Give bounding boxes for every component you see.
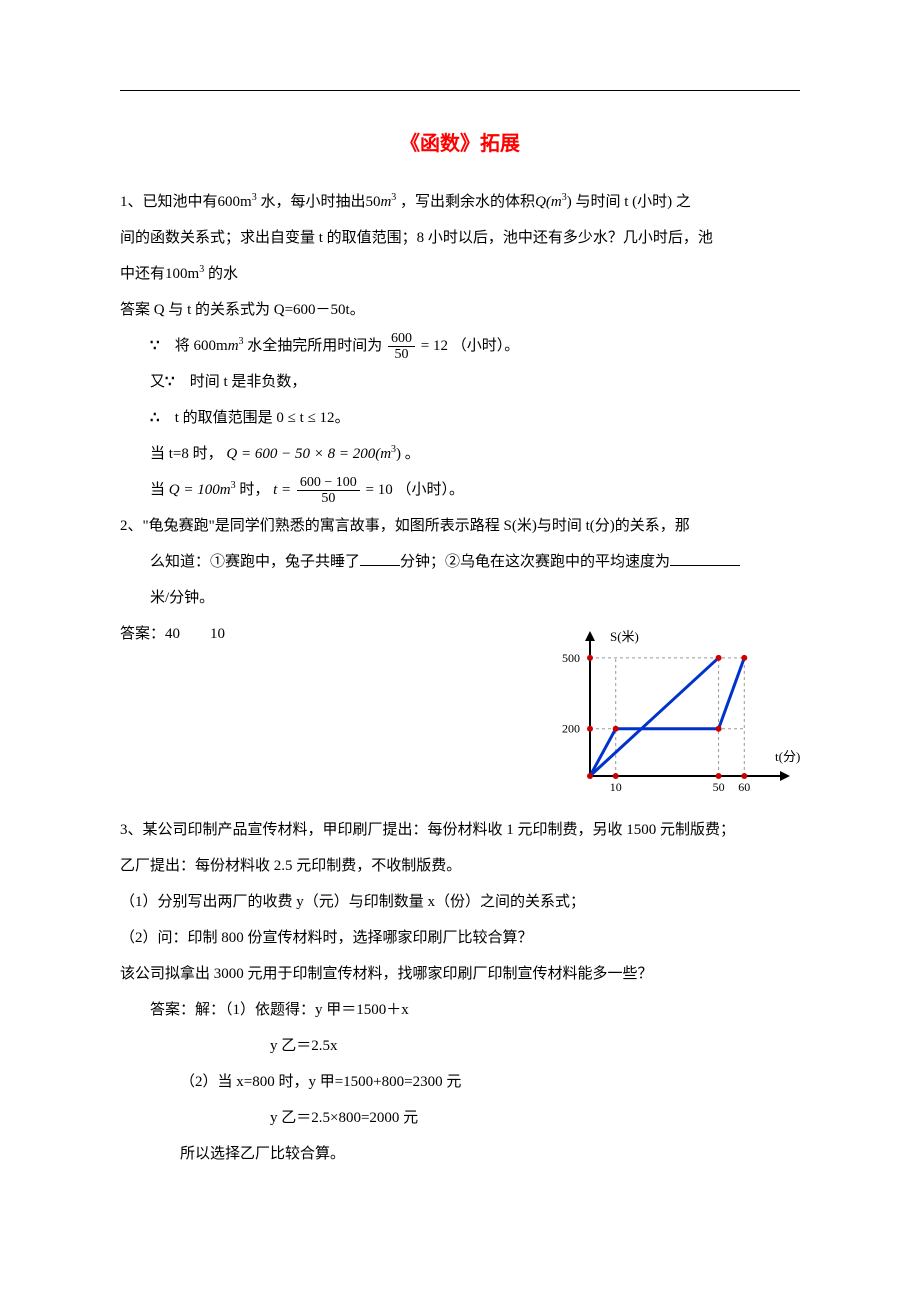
page: 《函数》拓展 1、已知池中有600m3 水，每小时抽出50m3 ，写出剩余水的体… <box>0 0 920 1232</box>
svg-text:10: 10 <box>610 780 622 794</box>
text: t = <box>273 482 291 498</box>
text: t 的取值范围是 <box>175 410 273 426</box>
blank <box>360 551 400 566</box>
sup: 3 <box>239 336 244 347</box>
p3-a4: y 乙＝2.5×800=2000 元 <box>120 1100 800 1136</box>
text: 50 <box>365 194 380 210</box>
p3-a5: 所以选择乙厂比较合算。 <box>120 1136 800 1172</box>
p3-a1: 答案：解：（1）依题得：y 甲＝1500＋x <box>120 992 800 1028</box>
p1-step1: ∵ 将 600mm3 水全抽完所用时间为 60050 = 12 （小时）。 <box>120 328 800 364</box>
p2-answer-col: 答案：40 10 <box>120 616 530 652</box>
text: ) 。 <box>396 446 420 462</box>
text: 水，每小时抽出 <box>260 194 365 210</box>
p3-line2: 乙厂提出：每份材料收 2.5 元印制费，不收制版费。 <box>120 848 800 884</box>
text: Q = 600 − 50 × 8 = 200(m <box>226 446 391 462</box>
p2-answer: 答案：40 10 <box>120 616 530 652</box>
p1-step4: 当 t=8 时， Q = 600 − 50 × 8 = 200(m3) 。 <box>120 436 800 472</box>
text: = 10 <box>366 482 393 498</box>
text: 又 <box>150 374 165 390</box>
p1-line3: 中还有100m3 的水 <box>120 256 800 292</box>
top-rule <box>120 90 800 91</box>
p3-q3: 该公司拟拿出 3000 元用于印制宣传材料，找哪家印刷厂印制宣传材料能多一些？ <box>120 956 800 992</box>
race-chart: S(米) t(分) 500 200 10 50 60 <box>550 626 800 806</box>
p3-a3: （2）当 x=800 时，y 甲=1500+800=2300 元 <box>120 1064 800 1100</box>
text: 600m <box>218 194 252 210</box>
text: 将 <box>175 338 190 354</box>
blank <box>670 551 740 566</box>
p1-line1: 1、已知池中有600m3 水，每小时抽出50m3 ，写出剩余水的体积Q(m3) … <box>120 184 800 220</box>
svg-text:60: 60 <box>738 780 750 794</box>
denominator: 50 <box>297 491 360 506</box>
text: 当 t=8 时， <box>150 446 223 462</box>
fraction: 60050 <box>388 331 415 363</box>
numerator: 600 <box>388 331 415 347</box>
text: 么知道：①赛跑中，兔子共睡了 <box>150 554 360 570</box>
text: 水全抽完所用时间为 <box>247 338 382 354</box>
p3-q2: （2）问：印制 800 份宣传材料时，选择哪家印刷厂比较合算？ <box>120 920 800 956</box>
because-icon: ∵ <box>165 364 186 400</box>
svg-text:200: 200 <box>562 722 580 736</box>
sup: 3 <box>231 480 236 491</box>
svg-text:S(米): S(米) <box>610 629 639 644</box>
p2-line1: 2、"龟兔赛跑"是同学们熟悉的寓言故事，如图所表示路程 S(米)与时间 t(分)… <box>120 508 800 544</box>
p1-line2: 间的函数关系式；求出自变量 t 的取值范围；8 小时以后，池中还有多少水？几小时… <box>120 220 800 256</box>
text: ) 与时间 t (小时) 之 <box>567 194 691 210</box>
p3-q1: （1）分别写出两厂的收费 y（元）与印制数量 x（份）之间的关系式； <box>120 884 800 920</box>
text: 100m <box>165 266 199 282</box>
because-icon: ∵ <box>150 328 171 364</box>
text: = 12 <box>421 338 448 354</box>
p1-step2: 又∵ 时间 t 是非负数， <box>120 364 800 400</box>
p2-answer-row: 答案：40 10 S(米) t(分) 500 200 10 50 60 <box>120 616 800 806</box>
fraction: 600 − 10050 <box>297 475 360 507</box>
race-chart-svg: S(米) t(分) 500 200 10 50 60 <box>550 626 800 806</box>
sup: 3 <box>391 192 396 203</box>
therefore-icon: ∴ <box>150 400 171 436</box>
svg-text:500: 500 <box>562 651 580 665</box>
text: m <box>228 338 239 354</box>
text: 时间 t 是非负数， <box>190 374 307 390</box>
text: 时， <box>239 482 269 498</box>
p1-step3: ∴ t 的取值范围是 0 ≤ t ≤ 12。 <box>120 400 800 436</box>
svg-text:t(分): t(分) <box>775 749 800 764</box>
text: 当 <box>150 482 165 498</box>
text: （小时）。 <box>452 338 520 354</box>
denominator: 50 <box>388 347 415 362</box>
numerator: 600 − 100 <box>297 475 360 491</box>
text: Q(m <box>535 194 562 210</box>
p2-line3: 米/分钟。 <box>120 580 800 616</box>
text: 1、已知池中有 <box>120 194 218 210</box>
svg-text:50: 50 <box>713 780 725 794</box>
text: 的水 <box>204 266 238 282</box>
sup: 3 <box>252 192 257 203</box>
p3-line1: 3、某公司印制产品宣传材料，甲印刷厂提出：每份材料收 1 元印制费，另收 150… <box>120 812 800 848</box>
p3-a2: y 乙＝2.5x <box>120 1028 800 1064</box>
p1-step5: 当 Q = 100m3 时， t = 600 − 10050 = 10 （小时）… <box>120 472 800 508</box>
text: 0 ≤ t ≤ 12 <box>276 410 334 426</box>
text: （小时）。 <box>397 482 465 498</box>
doc-title: 《函数》拓展 <box>120 127 800 156</box>
text: Q = 100m <box>169 482 231 498</box>
p1-answer: 答案 Q 与 t 的关系式为 Q=600－50t。 <box>120 292 800 328</box>
text: 。 <box>335 410 350 426</box>
text: 分钟；②乌龟在这次赛跑中的平均速度为 <box>400 554 670 570</box>
text: m <box>380 194 391 210</box>
p2-line2: 么知道：①赛跑中，兔子共睡了 分钟；②乌龟在这次赛跑中的平均速度为 <box>120 544 800 580</box>
text: ，写出剩余水的体积 <box>400 194 535 210</box>
text: 中还有 <box>120 266 165 282</box>
text: 600m <box>194 338 228 354</box>
